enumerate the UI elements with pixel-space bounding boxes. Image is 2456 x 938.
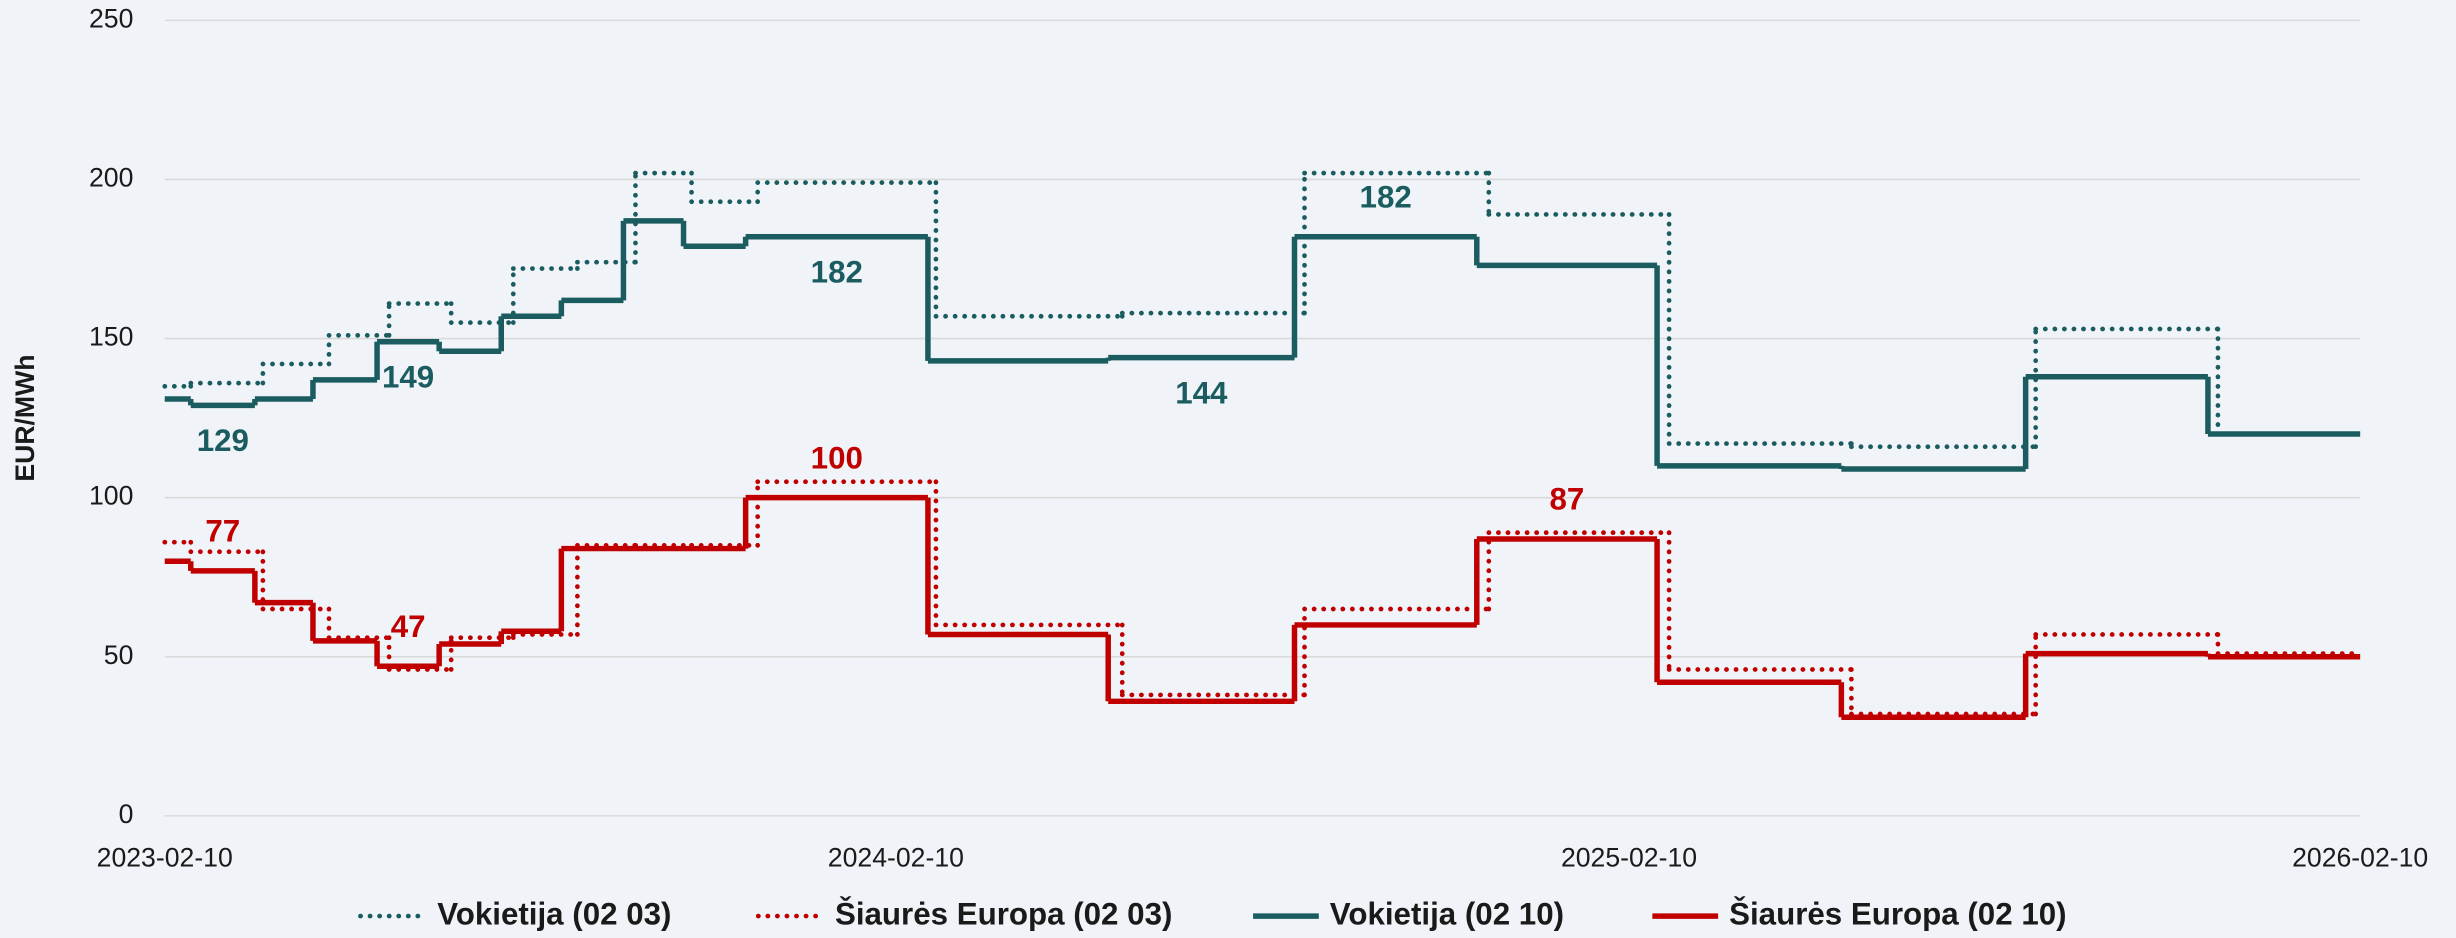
data-label: 100: [811, 440, 863, 475]
legend-label: Šiaurės Europa (02 10): [1729, 895, 2066, 931]
data-label: 129: [197, 423, 249, 458]
legend-label: Šiaurės Europa (02 03): [835, 895, 1172, 931]
legend-label: Vokietija (02 03): [437, 896, 671, 931]
data-label: 182: [811, 255, 863, 290]
data-label: 87: [1550, 482, 1585, 517]
data-label: 149: [382, 360, 434, 395]
y-tick-label: 0: [119, 799, 134, 829]
data-label: 182: [1360, 179, 1412, 214]
data-label: 47: [391, 609, 426, 644]
y-tick-label: 50: [104, 640, 134, 670]
x-tick-label: 2025-02-10: [1561, 843, 1697, 873]
data-label: 144: [1175, 375, 1228, 410]
data-label: 77: [205, 514, 240, 549]
y-tick-label: 200: [89, 162, 133, 192]
legend-label: Vokietija (02 10): [1330, 896, 1564, 931]
y-axis-label: EUR/MWh: [10, 355, 40, 482]
y-tick-label: 150: [89, 322, 133, 352]
x-tick-label: 2023-02-10: [97, 843, 233, 873]
y-tick-label: 250: [89, 3, 133, 33]
x-tick-label: 2024-02-10: [828, 843, 964, 873]
y-tick-label: 100: [89, 481, 133, 511]
x-tick-label: 2026-02-10: [2292, 843, 2428, 873]
